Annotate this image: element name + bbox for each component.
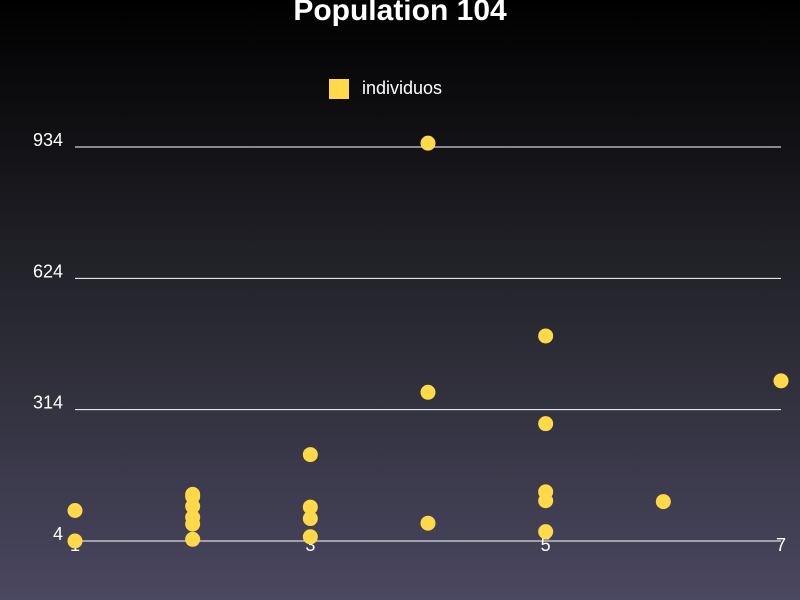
x-tick-label: 7 xyxy=(776,535,786,555)
y-tick-label: 4 xyxy=(53,524,63,544)
data-point xyxy=(67,502,83,518)
y-tick-label: 314 xyxy=(33,393,63,413)
data-point xyxy=(420,384,436,400)
data-point xyxy=(538,493,554,509)
y-tick-label: 934 xyxy=(33,130,63,150)
chart-title: Population 104 xyxy=(293,0,507,27)
data-point xyxy=(420,515,436,531)
data-point xyxy=(773,373,789,389)
data-point xyxy=(302,499,318,515)
data-point xyxy=(185,531,201,547)
data-point xyxy=(302,511,318,527)
data-point xyxy=(302,529,318,545)
legend-swatch xyxy=(329,79,349,99)
data-point xyxy=(420,135,436,151)
data-point xyxy=(655,494,671,510)
data-point xyxy=(538,416,554,432)
data-point xyxy=(185,489,201,505)
data-point xyxy=(185,509,201,525)
legend-label: individuos xyxy=(362,78,442,98)
y-tick-label: 624 xyxy=(33,261,63,281)
data-point xyxy=(67,533,83,549)
data-point xyxy=(538,328,554,344)
x-tick-label: 5 xyxy=(541,535,551,555)
x-tick-label: 3 xyxy=(305,535,315,555)
data-point xyxy=(302,447,318,463)
data-point xyxy=(538,524,554,540)
